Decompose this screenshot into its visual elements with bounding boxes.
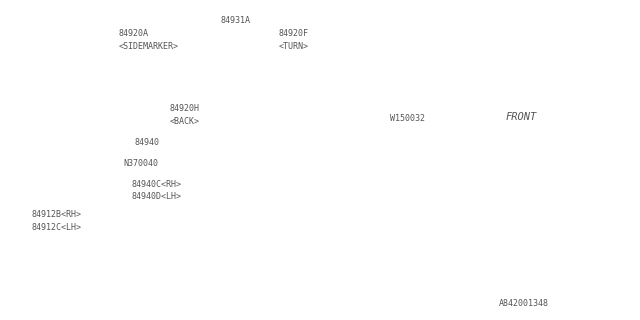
Text: W150032: W150032 xyxy=(390,114,426,123)
Text: 84931A: 84931A xyxy=(221,16,251,25)
Text: 84920H: 84920H xyxy=(170,104,200,113)
Text: <TURN>: <TURN> xyxy=(278,42,308,51)
Text: 84920A: 84920A xyxy=(118,29,148,38)
Text: <SIDEMARKER>: <SIDEMARKER> xyxy=(118,42,179,51)
Text: 84940C<RH>: 84940C<RH> xyxy=(131,180,181,188)
Text: 84912B<RH>: 84912B<RH> xyxy=(32,210,82,219)
Text: 84912C<LH>: 84912C<LH> xyxy=(32,223,82,232)
Text: 84940D<LH>: 84940D<LH> xyxy=(131,192,181,201)
Text: A842001348: A842001348 xyxy=(499,300,549,308)
Text: 84940: 84940 xyxy=(134,138,159,147)
Text: FRONT: FRONT xyxy=(506,112,537,122)
Text: 84920F: 84920F xyxy=(278,29,308,38)
Text: N370040: N370040 xyxy=(124,159,159,168)
Text: <BACK>: <BACK> xyxy=(170,117,200,126)
